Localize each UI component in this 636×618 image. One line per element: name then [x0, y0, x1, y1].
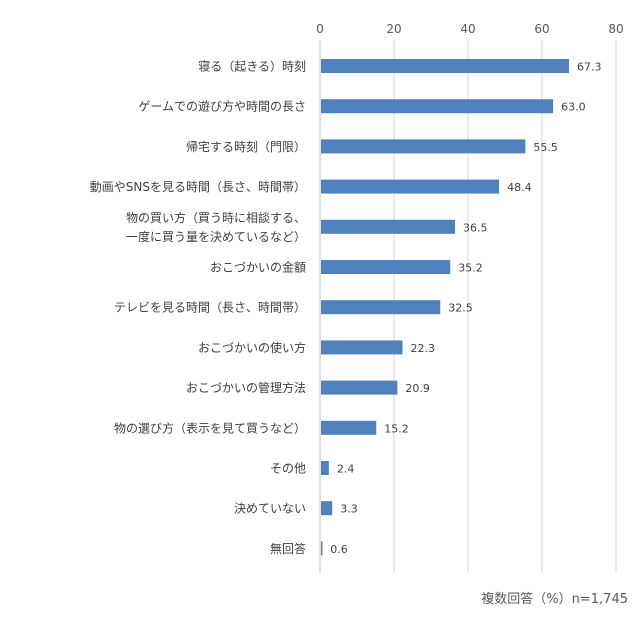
category-label: その他	[270, 462, 306, 476]
category-label: 物の買い方（買う時に相談する、	[126, 210, 306, 225]
bar	[321, 219, 456, 234]
bar	[321, 300, 441, 315]
data-label: 3.3	[340, 503, 358, 516]
category-label: 物の選び方（表示を見て買うなど）	[114, 420, 306, 435]
category-label: 帰宅する時刻（門限）	[186, 139, 306, 154]
category-label: 動画やSNSを見る時間（長さ、時間帯）	[90, 180, 306, 194]
x-tick-label: 20	[386, 22, 401, 36]
bar	[321, 99, 554, 114]
data-label: 15.2	[384, 422, 409, 435]
data-label: 22.3	[411, 342, 436, 355]
bar	[321, 260, 451, 274]
category-label: 寝る（起きる）時刻	[198, 59, 306, 74]
category-label: 一度に買う量を決めているなど）	[126, 229, 306, 244]
bar	[321, 59, 570, 73]
x-tick-label: 60	[534, 22, 549, 36]
bar	[321, 501, 333, 516]
category-label: ゲームでの遊び方や時間の長さ	[138, 99, 306, 114]
bar	[321, 139, 526, 154]
category-label: テレビを見る時間（長さ、時間帯）	[114, 301, 306, 315]
bar	[321, 541, 323, 556]
chart-note: 複数回答（%）n=1,745	[481, 592, 628, 607]
bar	[321, 179, 500, 194]
data-label: 67.3	[577, 61, 602, 74]
category-label: おこづかいの管理方法	[186, 380, 306, 395]
data-label: 35.2	[458, 262, 483, 275]
data-label: 48.4	[507, 181, 531, 194]
category-label: おこづかいの使い方	[198, 340, 306, 355]
data-label: 32.5	[448, 302, 473, 315]
x-tick-label: 0	[316, 22, 324, 36]
bar	[321, 380, 398, 395]
category-label: おこづかいの金額	[210, 260, 306, 275]
data-label: 55.5	[533, 141, 558, 154]
x-tick-label: 80	[608, 22, 623, 36]
data-label: 63.0	[561, 101, 586, 114]
data-label: 20.9	[405, 382, 430, 395]
bar	[321, 461, 329, 475]
data-label: 36.5	[463, 221, 488, 234]
data-label: 2.4	[337, 463, 355, 476]
bar	[321, 340, 403, 355]
bar	[321, 420, 377, 435]
category-label: 無回答	[270, 541, 306, 556]
data-label: 0.6	[330, 543, 348, 556]
x-tick-label: 40	[460, 22, 475, 36]
category-label: 決めていない	[234, 502, 306, 516]
